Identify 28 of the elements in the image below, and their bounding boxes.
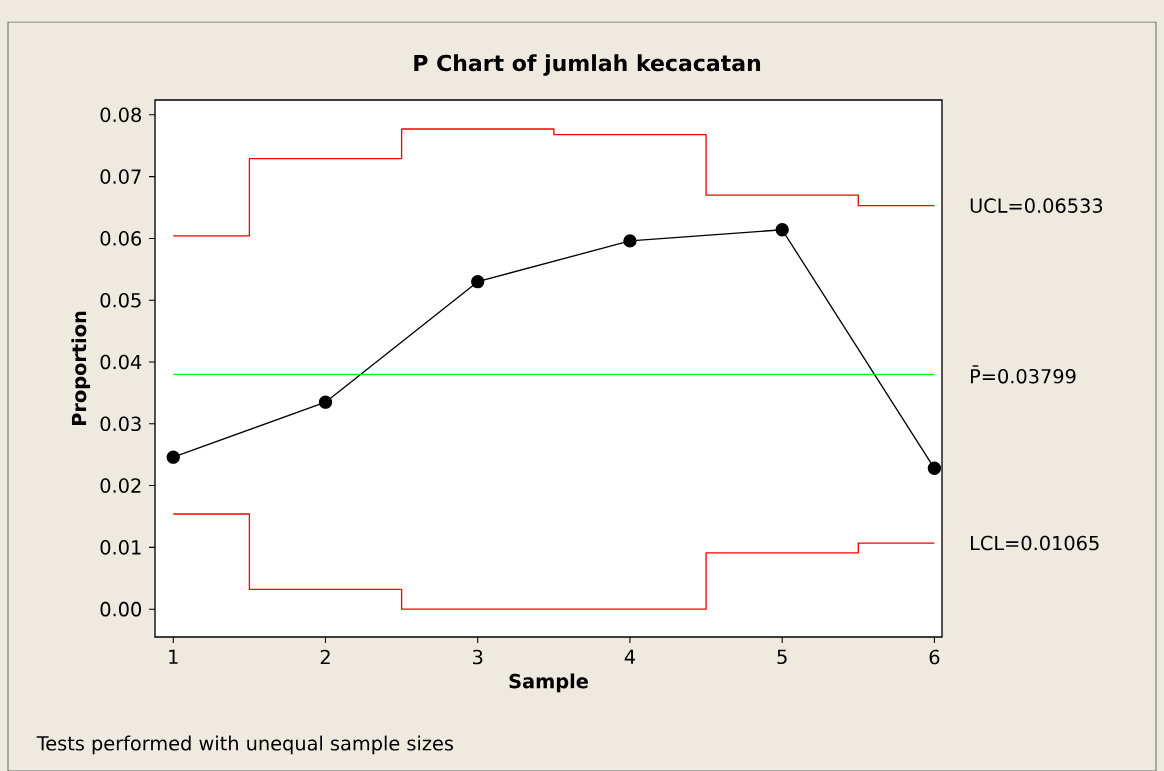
y-tick-label: 0.04 — [100, 354, 142, 370]
point — [775, 222, 789, 237]
x-tick-label: 5 — [777, 649, 787, 664]
x-tick-label: 2 — [320, 649, 330, 664]
y-tick-label: 0.05 — [100, 292, 141, 308]
series-label: LCL=0.01065 — [971, 535, 1099, 551]
y-tick-label: 0.08 — [100, 107, 141, 122]
point — [166, 450, 180, 464]
series-label: UCL=0.06533 — [970, 198, 1103, 213]
text: Tests performed with unequal sample sizes — [36, 735, 454, 755]
x-tick-label: 6 — [929, 649, 940, 665]
x-tick-label: 4 — [624, 649, 636, 664]
ref-line-label: P̄=0.03799 — [971, 365, 1076, 384]
point — [623, 233, 637, 248]
x-axis-title: Sample — [509, 673, 588, 692]
y-tick-label: 0.01 — [100, 539, 141, 555]
y-tick-label: 0.00 — [100, 601, 142, 617]
point — [318, 395, 333, 409]
x-tick-label: 3 — [473, 649, 483, 665]
y-tick-label: 0.06 — [100, 230, 142, 246]
point — [927, 461, 942, 475]
chart-title: P Chart of jumlah kecacatan — [414, 54, 761, 76]
y-tick-label: 0.03 — [100, 416, 141, 431]
y-tick-label: 0.02 — [100, 478, 141, 493]
y-tick-label: 0.07 — [100, 169, 141, 184]
y-axis-title: Proportion — [71, 311, 91, 425]
x-tick-label: 1 — [169, 649, 178, 664]
point — [471, 274, 485, 289]
